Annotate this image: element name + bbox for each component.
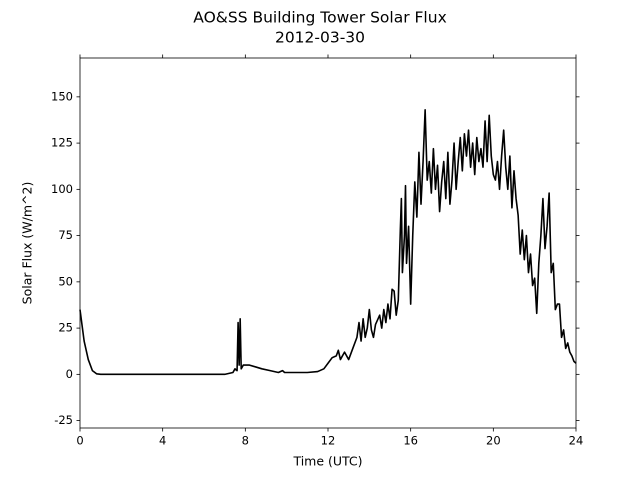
x-tick-label: 12 bbox=[321, 434, 336, 448]
flux-line bbox=[79, 109, 577, 376]
y-tick-label: -25 bbox=[54, 413, 73, 427]
y-tick-label: 125 bbox=[51, 136, 73, 150]
plot-frame bbox=[79, 57, 577, 429]
x-tick-label: 16 bbox=[403, 434, 418, 448]
y-tick-label: 75 bbox=[58, 228, 73, 242]
y-tick-label: 25 bbox=[58, 321, 73, 335]
x-tick-label: 24 bbox=[569, 434, 584, 448]
y-tick-label: 150 bbox=[51, 89, 73, 103]
x-tick-label: 4 bbox=[159, 434, 166, 448]
x-tick-label: 0 bbox=[76, 434, 83, 448]
y-axis-label: Solar Flux (W/m^2) bbox=[20, 182, 35, 305]
y-tick-label: 0 bbox=[66, 367, 73, 381]
x-tick-label: 8 bbox=[242, 434, 249, 448]
chart-title: AO&SS Building Tower Solar Flux bbox=[193, 9, 447, 27]
y-tick-label: 50 bbox=[58, 274, 73, 288]
x-tick-label: 20 bbox=[486, 434, 501, 448]
chart-subtitle: 2012-03-30 bbox=[275, 29, 365, 47]
x-axis-label: Time (UTC) bbox=[292, 454, 362, 469]
y-tick-label: 100 bbox=[51, 182, 73, 196]
